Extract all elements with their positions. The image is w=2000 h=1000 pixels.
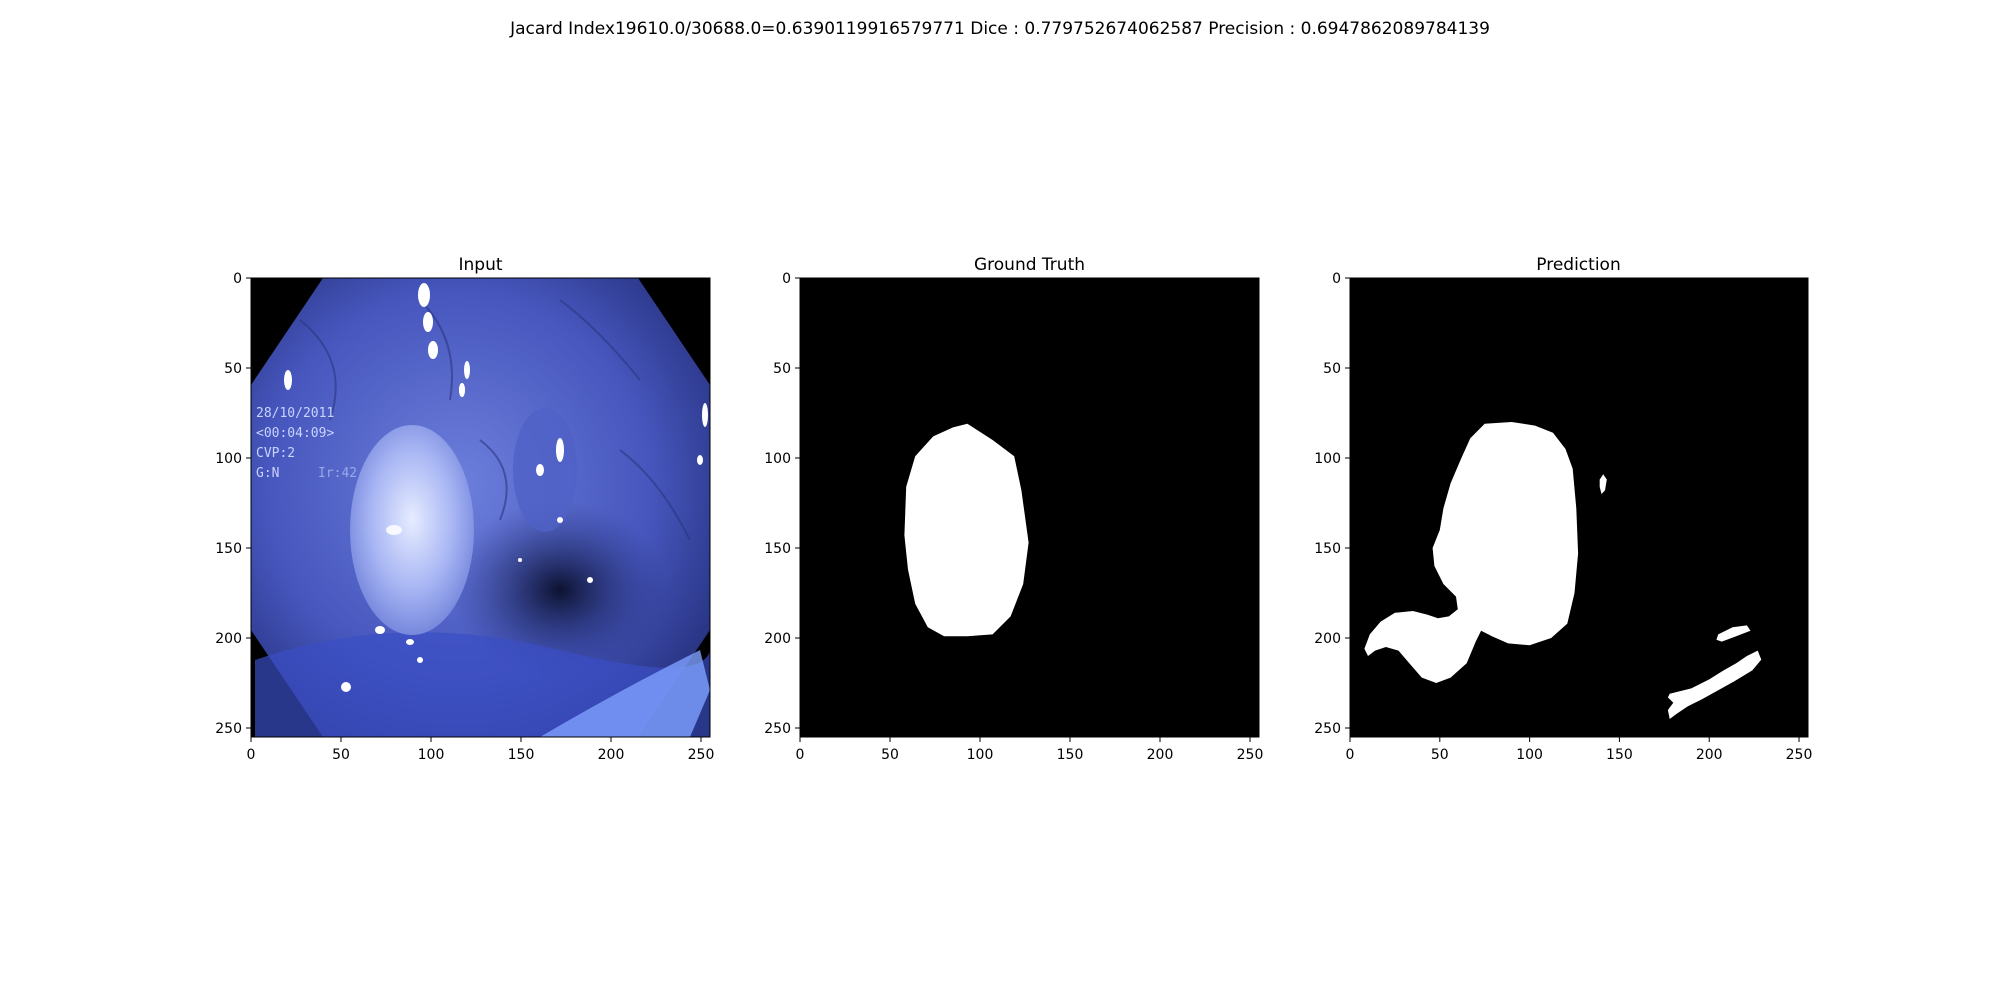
x-tick-label: 100 [967, 747, 994, 763]
input-glare [284, 370, 292, 390]
input-overlay-cvp: CVP:2 [256, 446, 295, 461]
y-tick-label: 50 [1323, 361, 1341, 377]
input-glare [459, 383, 465, 397]
y-tick-label: 200 [764, 631, 791, 647]
axes-frame [250, 277, 711, 738]
ground-truth-regions [904, 423, 1029, 637]
input-glare [375, 626, 385, 634]
y-tick-label: 100 [764, 451, 791, 467]
input-overlay-time: <00:04:09> [256, 426, 334, 441]
y-tick-label: 250 [1314, 721, 1341, 737]
panel-ground-truth: Ground Truth [800, 255, 1259, 737]
y-tick-label: 250 [215, 721, 242, 737]
input-glare [341, 682, 351, 692]
input-vessels [299, 299, 691, 541]
x-tick-label: 100 [418, 747, 445, 763]
x-tick-label: 0 [1346, 747, 1355, 763]
y-tick-label: 250 [764, 721, 791, 737]
pred-main-region [1364, 422, 1579, 683]
input-glare [587, 577, 593, 583]
y-tick-label: 50 [224, 361, 242, 377]
x-tick-label: 100 [1516, 747, 1543, 763]
figure-suptitle: Jacard Index19610.0/30688.0=0.6390119916… [509, 19, 1490, 39]
input-glare [556, 438, 564, 462]
x-tick-label: 50 [881, 747, 899, 763]
x-tick-label: 150 [1057, 747, 1084, 763]
x-tick-label: 0 [796, 747, 805, 763]
pred-lower-blob-region [1667, 650, 1762, 719]
y-tick-label: 50 [773, 361, 791, 377]
y-tick-label: 200 [215, 631, 242, 647]
axes-layer: 0 50 100 150 200 250 0 50 100 150 200 250 0 50 100 150 2… [215, 271, 1812, 763]
input-glare [417, 657, 423, 663]
x-tick-label: 200 [598, 747, 625, 763]
input-overlay-gain: G:N [256, 466, 279, 481]
input-glare [557, 517, 563, 523]
input-glare [518, 558, 522, 562]
panel-ground-truth-title: Ground Truth [974, 255, 1085, 275]
input-glare [697, 455, 703, 465]
input-overlay-text: 28/10/2011 <00:04:09> CVP:2 G:N Ir:42 [256, 406, 357, 481]
y-tick-label: 0 [782, 271, 791, 287]
y-tick-label: 100 [1314, 451, 1341, 467]
input-overlay-iris: Ir:42 [318, 466, 357, 481]
y-tick-label: 150 [764, 541, 791, 557]
x-tick-label: 0 [247, 747, 256, 763]
input-right-fold [513, 408, 577, 532]
panel-input-title: Input [458, 255, 502, 275]
y-tick-label: 150 [215, 541, 242, 557]
panel-prediction: Prediction [1350, 255, 1808, 737]
input-glare [536, 464, 544, 476]
y-tick-label: 150 [1314, 541, 1341, 557]
x-tick-label: 250 [688, 747, 715, 763]
input-glare [418, 283, 430, 307]
x-tick-label: 50 [1431, 747, 1449, 763]
x-tick-label: 200 [1696, 747, 1723, 763]
prediction-regions [1364, 422, 1762, 719]
axes-frame [1349, 277, 1809, 738]
input-dark-lumen [450, 500, 670, 680]
input-glare [464, 361, 470, 379]
input-image: 28/10/2011 <00:04:09> CVP:2 G:N Ir:42 [251, 278, 710, 737]
y-tick-label: 200 [1314, 631, 1341, 647]
input-glare [428, 341, 438, 359]
y-tick-label: 0 [233, 271, 242, 287]
x-tick-label: 200 [1147, 747, 1174, 763]
gt-polyp-region [904, 423, 1029, 637]
pred-lower-sliver-region [1716, 625, 1751, 642]
panel-input: Input [251, 255, 710, 737]
input-polyp [350, 425, 474, 635]
x-tick-label: 50 [332, 747, 350, 763]
panel-prediction-title: Prediction [1536, 255, 1620, 275]
input-glare [406, 639, 414, 645]
input-fold-bright [540, 650, 710, 737]
ground-truth-mask-background [800, 278, 1259, 737]
axes-frame [799, 277, 1260, 738]
y-tick-label: 100 [215, 451, 242, 467]
x-tick-label: 150 [1606, 747, 1633, 763]
x-tick-label: 150 [508, 747, 535, 763]
x-tick-label: 250 [1786, 747, 1813, 763]
input-glare [702, 403, 708, 427]
input-glare [423, 312, 433, 332]
input-overlay-date: 28/10/2011 [256, 406, 334, 421]
input-glare [386, 525, 402, 535]
pred-small-spot-region [1599, 474, 1607, 494]
x-tick-label: 250 [1237, 747, 1264, 763]
y-tick-label: 0 [1332, 271, 1341, 287]
